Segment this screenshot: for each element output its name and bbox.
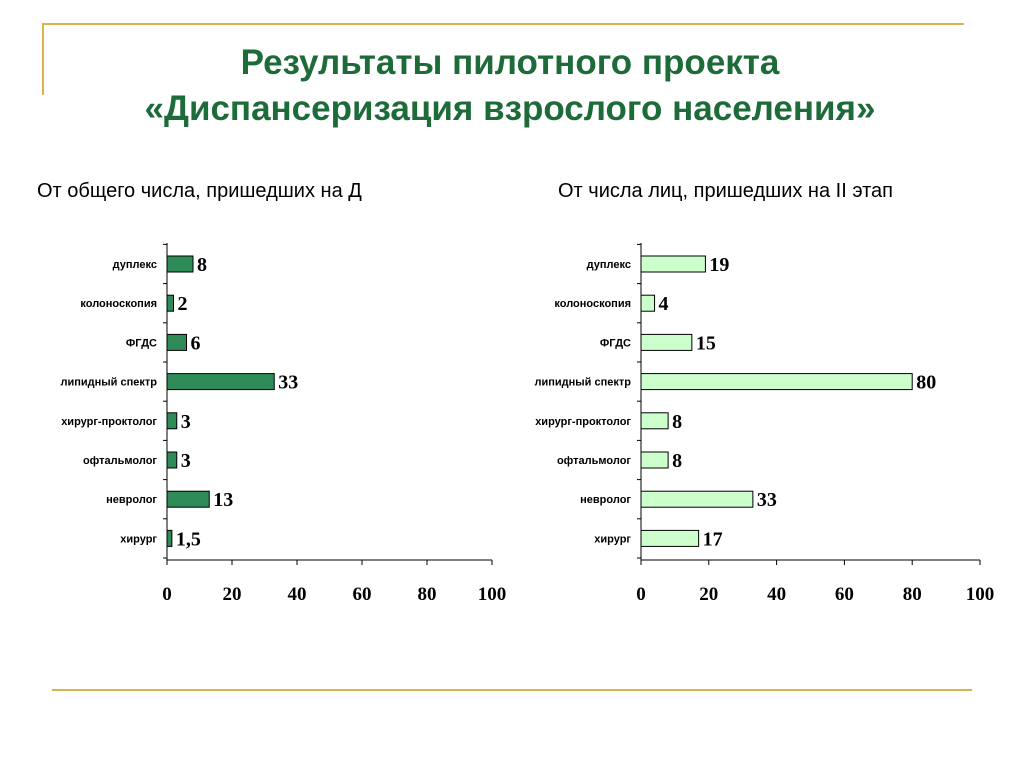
slide-title: Результаты пилотного проекта «Диспансери…: [60, 40, 960, 132]
left-x-tick-label: 100: [478, 584, 507, 605]
left-category-label: дуплекс: [113, 259, 157, 271]
frame-bottom-line: [52, 689, 972, 691]
right-category-label: дуплекс: [587, 259, 631, 271]
right-data-label: 80: [916, 372, 936, 394]
left-x-tick-label: 80: [418, 584, 437, 605]
left-data-label: 13: [213, 489, 233, 511]
chart-right-title: От числа лиц, пришедших на II этап: [558, 180, 893, 202]
right-data-label: 8: [672, 450, 682, 472]
right-bar: [640, 529, 700, 547]
right-x-tick-label: 80: [903, 584, 922, 605]
left-data-label: 3: [181, 411, 191, 433]
left-data-label: 33: [278, 372, 298, 394]
right-bar: [640, 490, 754, 508]
right-bar: [640, 412, 669, 430]
left-category-label: ФГДС: [126, 337, 157, 349]
left-x-tick-label: 0: [162, 584, 172, 605]
left-bar: [166, 333, 187, 351]
slide-title-line1: Результаты пилотного проекта: [240, 43, 780, 82]
right-category-label: колоноскопия: [554, 298, 631, 310]
left-data-label: 1,5: [176, 528, 201, 550]
right-category-label: липидный спектр: [535, 377, 632, 389]
right-bar: [640, 255, 706, 273]
right-data-label: 4: [659, 293, 669, 315]
right-x-tick-label: 100: [966, 584, 995, 605]
right-category-label: хирург: [594, 533, 631, 545]
right-bar: [640, 294, 656, 312]
slide-title-line2: «Диспансеризация взрослого населения»: [144, 89, 876, 128]
left-data-label: 8: [197, 254, 207, 276]
right-category-label: ФГДС: [600, 337, 631, 349]
right-data-label: 19: [709, 254, 729, 276]
right-data-label: 15: [696, 332, 716, 354]
right-x-tick-label: 0: [636, 584, 646, 605]
left-bar: [166, 294, 174, 312]
left-bar: [166, 529, 173, 547]
right-x-tick-label: 60: [835, 584, 854, 605]
frame-left-line: [42, 23, 44, 95]
chart-left-title: От общего числа, пришедших на Д: [37, 180, 362, 202]
left-x-tick-label: 20: [223, 584, 242, 605]
left-category-label: липидный спектр: [61, 377, 158, 389]
right-x-tick-label: 20: [699, 584, 718, 605]
left-x-tick-label: 40: [288, 584, 307, 605]
left-data-label: 2: [178, 293, 188, 315]
right-data-label: 17: [703, 528, 723, 550]
right-bar: [640, 451, 669, 469]
right-data-label: 33: [757, 489, 777, 511]
left-bar: [166, 490, 210, 508]
right-category-label: офтальмолог: [557, 455, 631, 467]
left-category-label: колоноскопия: [80, 298, 157, 310]
left-bar: [166, 451, 178, 469]
right-x-tick-label: 40: [767, 584, 786, 605]
left-data-label: 3: [181, 450, 191, 472]
left-category-label: невролог: [106, 494, 157, 506]
right-bar: [640, 333, 693, 351]
right-data-label: 8: [672, 411, 682, 433]
right-bar: [640, 373, 913, 391]
left-data-label: 6: [191, 332, 201, 354]
left-x-tick-label: 60: [353, 584, 372, 605]
right-category-label: хирург-проктолог: [535, 416, 631, 428]
right-category-label: невролог: [580, 494, 631, 506]
frame-top-line: [42, 23, 964, 25]
left-category-label: хирург: [120, 533, 157, 545]
left-bar: [166, 255, 194, 273]
left-category-label: офтальмолог: [83, 455, 157, 467]
left-category-label: хирург-проктолог: [61, 416, 157, 428]
left-bar: [166, 373, 275, 391]
left-bar: [166, 412, 178, 430]
